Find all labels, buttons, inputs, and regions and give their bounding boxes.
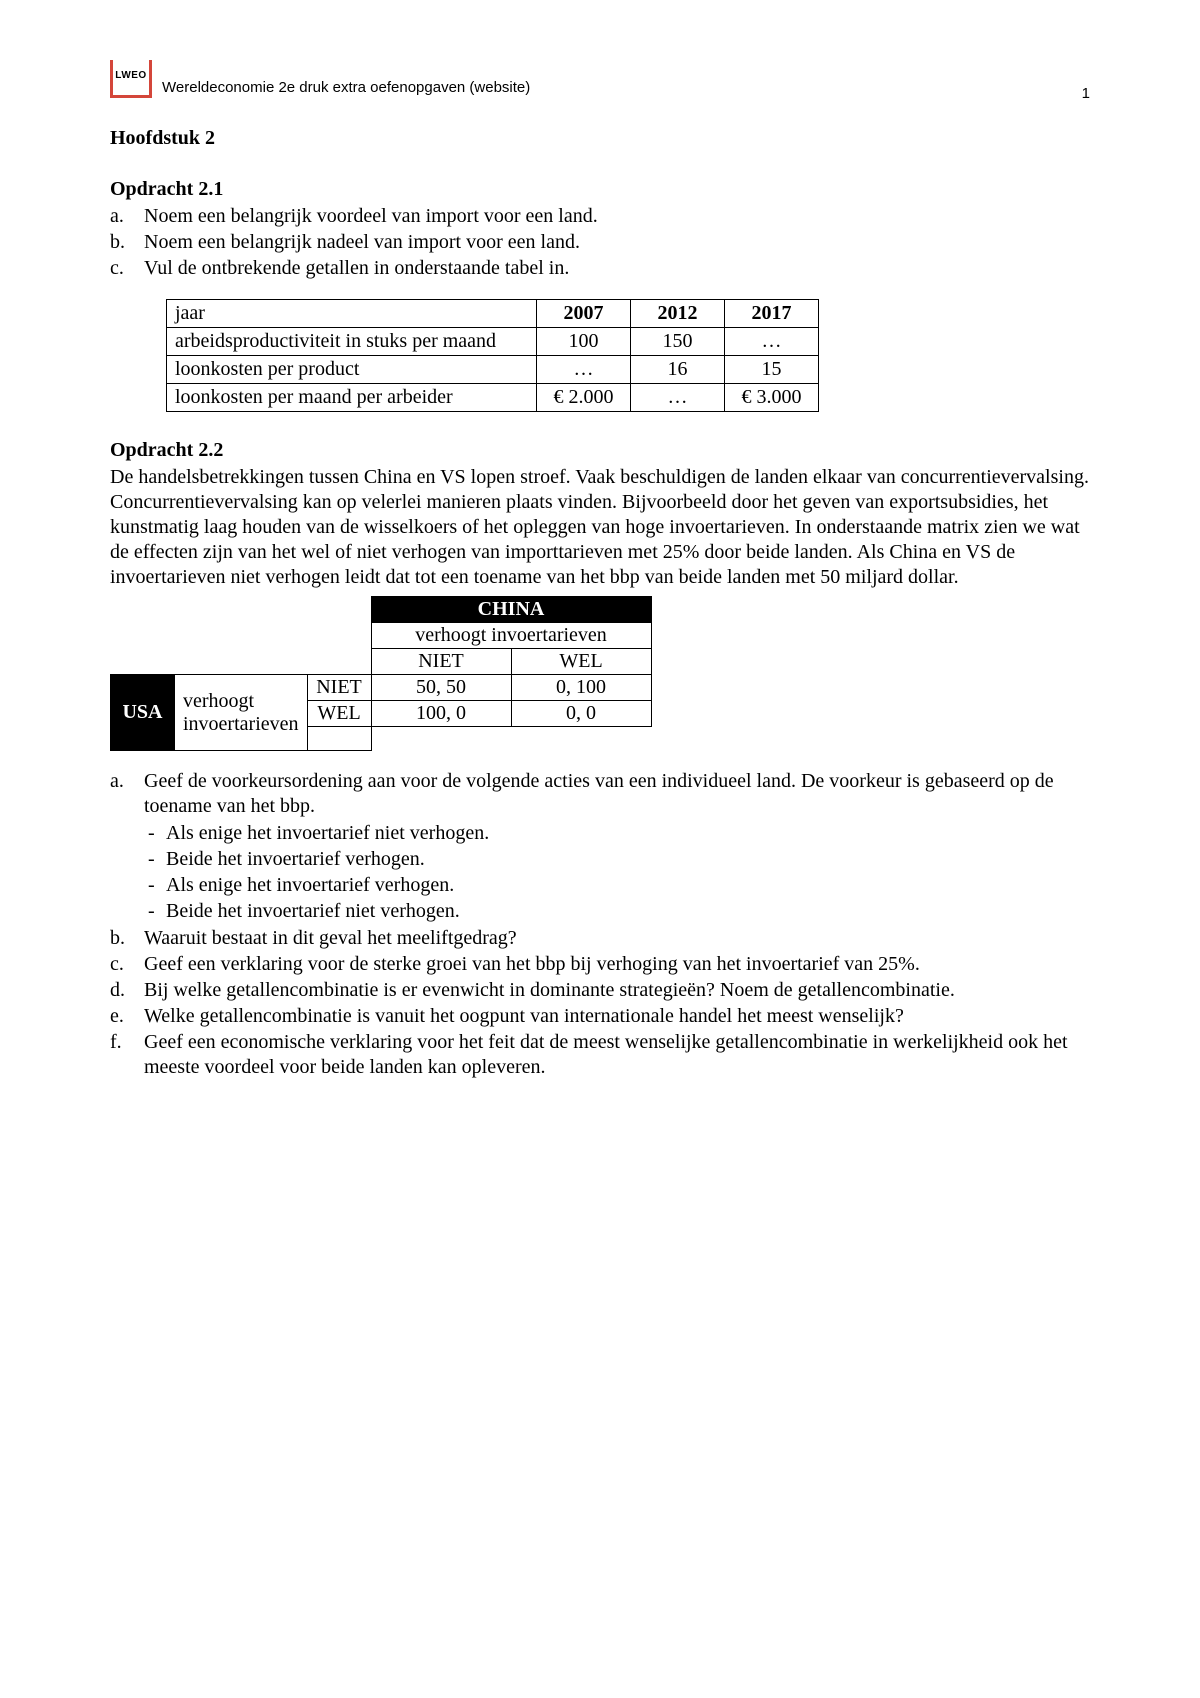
sublist-marker: - [144, 847, 166, 872]
page-number: 1 [1082, 85, 1090, 102]
table-cell: € 2.000 [537, 384, 631, 412]
sublist-marker: - [144, 873, 166, 898]
list-content: Geef de voorkeursordening aan voor de vo… [144, 769, 1090, 925]
payoff-matrix: CHINA verhoogt invoertarieven NIET WEL U… [110, 596, 652, 751]
table-cell: 16 [631, 356, 725, 384]
table-cell: 15 [725, 356, 819, 384]
table-row: CHINA [111, 597, 652, 623]
list-marker: f. [110, 1030, 144, 1080]
table-row: arbeidsproductiviteit in stuks per maand… [167, 328, 819, 356]
exercise-2-2-title: Opdracht 2.2 [110, 438, 1090, 463]
header-subtitle: Wereldeconomie 2e druk extra oefenopgave… [162, 79, 530, 96]
list-marker: c. [110, 952, 144, 977]
list-text: Vul de ontbrekende getallen in onderstaa… [144, 256, 1090, 281]
matrix-china-label: CHINA [371, 597, 651, 623]
sublist-text: Beide het invoertarief niet verhogen. [166, 899, 1090, 924]
list-text: Geef een economische verklaring voor het… [144, 1030, 1090, 1080]
table-cell: … [537, 356, 631, 384]
matrix-row-niet: NIET [307, 675, 371, 701]
sublist-text: Beide het invoertarief verhogen. [166, 847, 1090, 872]
list-text: Geef een verklaring voor de sterke groei… [144, 952, 1090, 977]
list-item: c. Geef een verklaring voor de sterke gr… [110, 952, 1090, 977]
exercise-2-2-intro: De handelsbetrekkingen tussen China en V… [110, 465, 1090, 590]
list-text: Noem een belangrijk nadeel van import vo… [144, 230, 1090, 255]
sublist-item: - Als enige het invoertarief niet verhog… [144, 821, 1090, 846]
list-item: f. Geef een economische verklaring voor … [110, 1030, 1090, 1080]
sublist-item: - Beide het invoertarief verhogen. [144, 847, 1090, 872]
matrix-col-niet: NIET [371, 649, 511, 675]
matrix-cell-ww: 0, 0 [511, 701, 651, 727]
list-item: a. Geef de voorkeursordening aan voor de… [110, 769, 1090, 925]
table-cell: loonkosten per product [167, 356, 537, 384]
document-header: LWEO Wereldeconomie 2e druk extra oefeno… [110, 60, 1090, 98]
list-marker: c. [110, 256, 144, 281]
table-row: USA verhoogt invoertarieven NIET 50, 50 … [111, 675, 652, 701]
list-marker: a. [110, 204, 144, 229]
sublist-marker: - [144, 899, 166, 924]
table-cell: loonkosten per maand per arbeider [167, 384, 537, 412]
table-header: 2007 [537, 300, 631, 328]
table-row: verhoogt invoertarieven [111, 623, 652, 649]
sublist-text: Als enige het invoertarief niet verhogen… [166, 821, 1090, 846]
list-marker: d. [110, 978, 144, 1003]
list-item: a. Noem een belangrijk voordeel van impo… [110, 204, 1090, 229]
table-cell: 100 [537, 328, 631, 356]
payoff-matrix-wrapper: CHINA verhoogt invoertarieven NIET WEL U… [110, 596, 1090, 751]
logo-text: LWEO [115, 70, 146, 81]
matrix-usa-label: USA [111, 675, 175, 751]
logo-box: LWEO [110, 60, 152, 98]
exercise-2-1-title: Opdracht 2.1 [110, 177, 1090, 202]
list-marker: a. [110, 769, 144, 925]
sublist: - Als enige het invoertarief niet verhog… [144, 821, 1090, 924]
sublist-item: - Beide het invoertarief niet verhogen. [144, 899, 1090, 924]
list-item: d. Bij welke getallencombinatie is er ev… [110, 978, 1090, 1003]
matrix-china-sub: verhoogt invoertarieven [371, 623, 651, 649]
table-cell: … [725, 328, 819, 356]
list-marker: b. [110, 230, 144, 255]
matrix-cell-nw: 0, 100 [511, 675, 651, 701]
list-text: Waaruit bestaat in dit geval het meelift… [144, 926, 1090, 951]
chapter-title: Hoofdstuk 2 [110, 126, 1090, 151]
list-item: b. Waaruit bestaat in dit geval het meel… [110, 926, 1090, 951]
list-marker: b. [110, 926, 144, 951]
list-item: e. Welke getallencombinatie is vanuit he… [110, 1004, 1090, 1029]
matrix-row-wel: WEL [307, 701, 371, 727]
list-item: c. Vul de ontbrekende getallen in onders… [110, 256, 1090, 281]
exercise-2-2-list: a. Geef de voorkeursordening aan voor de… [110, 769, 1090, 1080]
table-row: NIET WEL [111, 649, 652, 675]
table-header: 2012 [631, 300, 725, 328]
matrix-usa-sub: verhoogt invoertarieven [175, 675, 308, 751]
list-text: Geef de voorkeursordening aan voor de vo… [144, 770, 1054, 817]
sublist-item: - Als enige het invoertarief verhogen. [144, 873, 1090, 898]
table-row: loonkosten per maand per arbeider € 2.00… [167, 384, 819, 412]
list-text: Welke getallencombinatie is vanuit het o… [144, 1004, 1090, 1029]
table-cell: arbeidsproductiviteit in stuks per maand [167, 328, 537, 356]
table-header: 2017 [725, 300, 819, 328]
table-row: jaar 2007 2012 2017 [167, 300, 819, 328]
list-item: b. Noem een belangrijk nadeel van import… [110, 230, 1090, 255]
table-header: jaar [167, 300, 537, 328]
table-cell: … [631, 384, 725, 412]
table-row: loonkosten per product … 16 15 [167, 356, 819, 384]
matrix-empty [307, 727, 371, 751]
list-marker: e. [110, 1004, 144, 1029]
exercise-2-1-list: a. Noem een belangrijk voordeel van impo… [110, 204, 1090, 281]
matrix-cell-wn: 100, 0 [371, 701, 511, 727]
table-cell: 150 [631, 328, 725, 356]
exercise-2-1-table: jaar 2007 2012 2017 arbeidsproductivitei… [166, 299, 819, 412]
list-text: Bij welke getallencombinatie is er evenw… [144, 978, 1090, 1003]
sublist-marker: - [144, 821, 166, 846]
matrix-cell-nn: 50, 50 [371, 675, 511, 701]
sublist-text: Als enige het invoertarief verhogen. [166, 873, 1090, 898]
list-text: Noem een belangrijk voordeel van import … [144, 204, 1090, 229]
matrix-col-wel: WEL [511, 649, 651, 675]
table-cell: € 3.000 [725, 384, 819, 412]
main-content: Hoofdstuk 2 Opdracht 2.1 a. Noem een bel… [110, 126, 1090, 1080]
